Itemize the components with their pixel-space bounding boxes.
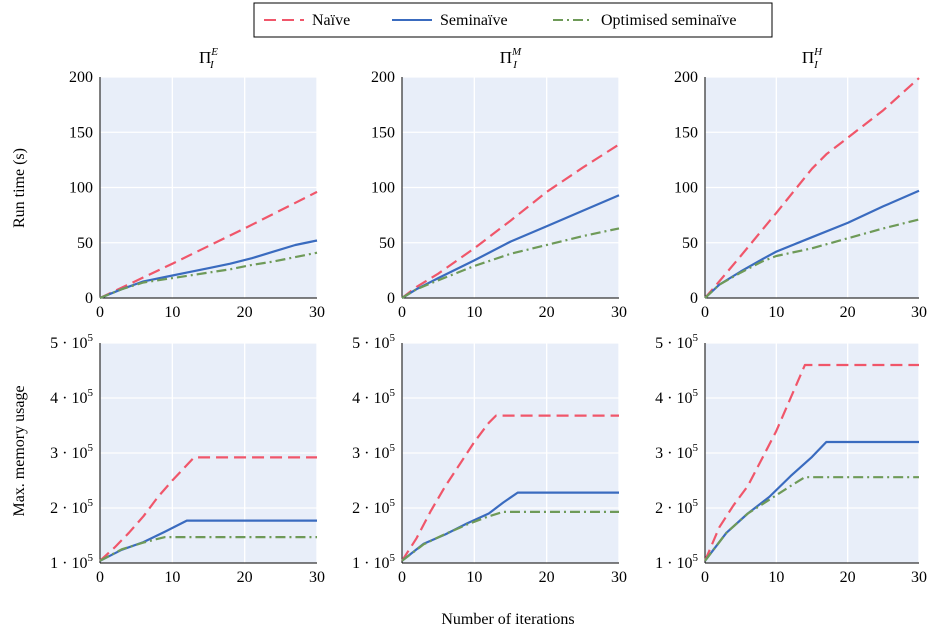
x-tick-label: 10 (164, 569, 180, 586)
panel-6: 0 10 20 30 1 · 105 2 · 105 3 · 105 4 · 105 5 · 1… (655, 332, 927, 586)
y-tick-label: 4 · 105 (352, 387, 395, 407)
y-tick-label: 5 · 105 (655, 332, 698, 352)
x-tick-label: 0 (398, 304, 406, 321)
y-tick-label: 2 · 105 (655, 497, 698, 517)
panel-title: ΠE I (199, 46, 218, 71)
series-line-naive (99, 456, 317, 562)
y-tick-label: 5 · 105 (352, 332, 395, 352)
y-tick-label: 50 (77, 235, 93, 252)
series-line-naive (703, 363, 919, 562)
y-tick-label: 150 (371, 124, 395, 141)
y-tick-label: 3 · 105 (655, 442, 698, 462)
y-tick-label: 150 (69, 124, 93, 141)
panel-2: 0 10 20 30 0 50 100 150 200 ΠM I (371, 46, 627, 321)
y-tick-label: 100 (371, 180, 395, 197)
y-tick-label: 50 (682, 235, 698, 252)
y-tick-label: 150 (674, 124, 698, 141)
y-tick-label: 1 · 105 (655, 552, 698, 572)
legend-label-seminaive: Seminaïve (440, 12, 508, 29)
x-tick-label: 30 (911, 569, 927, 586)
x-tick-label: 10 (768, 569, 784, 586)
x-tick-label: 20 (237, 304, 253, 321)
y-tick-label: 200 (371, 69, 395, 86)
x-tick-label: 20 (237, 569, 253, 586)
series-line-naive (401, 143, 620, 299)
y-tick-label: 5 · 105 (50, 332, 93, 352)
legend-label-naive: Naïve (312, 12, 350, 29)
legend-label-optimised: Optimised seminaïve (601, 12, 737, 29)
y-tick-label: 1 · 105 (50, 552, 93, 572)
y-tick-label: 100 (69, 180, 93, 197)
legend: Naïve Seminaïve Optimised seminaïve (253, 2, 773, 38)
y-tick-label: 50 (379, 235, 395, 252)
series-line-optimised (401, 510, 619, 562)
panel-title: ΠH I (802, 46, 823, 71)
y-tick-label: 0 (387, 290, 395, 307)
y-tick-label: 2 · 105 (352, 497, 395, 517)
series-line-optimised (704, 476, 919, 562)
y-tick-label: 200 (674, 69, 698, 86)
x-tick-label: 0 (96, 569, 104, 586)
x-tick-label: 20 (539, 569, 555, 586)
x-tick-label: 30 (611, 304, 627, 321)
x-tick-label: 20 (539, 304, 555, 321)
panel-4: 0 10 20 30 1 · 105 2 · 105 3 · 105 4 · 105 5 · 1… (50, 332, 325, 586)
x-tick-label: 0 (701, 569, 709, 586)
x-tick-label: 30 (911, 304, 927, 321)
y-tick-label: 0 (690, 290, 698, 307)
series-line-seminaive (99, 239, 318, 300)
series-line-naive (99, 190, 318, 299)
x-axis-label: Number of iterations (441, 611, 574, 628)
y-tick-label: 4 · 105 (50, 387, 93, 407)
y-tick-label: 1 · 105 (352, 552, 395, 572)
series-line-naive (704, 77, 920, 299)
x-tick-label: 10 (466, 569, 482, 586)
y-tick-label: 3 · 105 (50, 442, 93, 462)
x-tick-label: 30 (309, 569, 325, 586)
row-ylabel-runtime: Run time (s) (11, 148, 28, 228)
x-tick-label: 20 (840, 304, 856, 321)
series-line-seminaive (401, 491, 619, 562)
row-ylabel-memory: Max. memory usage (11, 385, 28, 516)
x-tick-label: 0 (96, 304, 104, 321)
x-tick-label: 10 (164, 304, 180, 321)
panel-5: 0 10 20 30 1 · 105 2 · 105 3 · 105 4 · 105 5 · 1… (352, 332, 627, 586)
series-line-naive (401, 414, 619, 562)
y-tick-label: 200 (69, 69, 93, 86)
series-line-optimised (99, 251, 318, 300)
series-line-optimised (704, 218, 920, 299)
y-tick-label: 4 · 105 (655, 387, 698, 407)
series-line-optimised (401, 227, 620, 299)
series-line-optimised (99, 535, 317, 562)
x-tick-label: 0 (398, 569, 406, 586)
x-tick-label: 30 (611, 569, 627, 586)
x-tick-label: 0 (701, 304, 709, 321)
panel-1: 0 10 20 30 0 50 100 150 200 ΠE I (69, 46, 325, 321)
x-tick-label: 10 (466, 304, 482, 321)
y-tick-label: 2 · 105 (50, 497, 93, 517)
panel-3: 0 10 20 30 0 50 100 150 200 ΠH I (674, 46, 927, 321)
x-tick-label: 20 (840, 569, 856, 586)
y-tick-label: 0 (85, 290, 93, 307)
y-tick-label: 100 (674, 180, 698, 197)
x-tick-label: 30 (309, 304, 325, 321)
x-tick-label: 10 (768, 304, 784, 321)
panel-title: ΠM I (500, 46, 522, 71)
legend-box (253, 2, 773, 38)
y-tick-label: 3 · 105 (352, 442, 395, 462)
